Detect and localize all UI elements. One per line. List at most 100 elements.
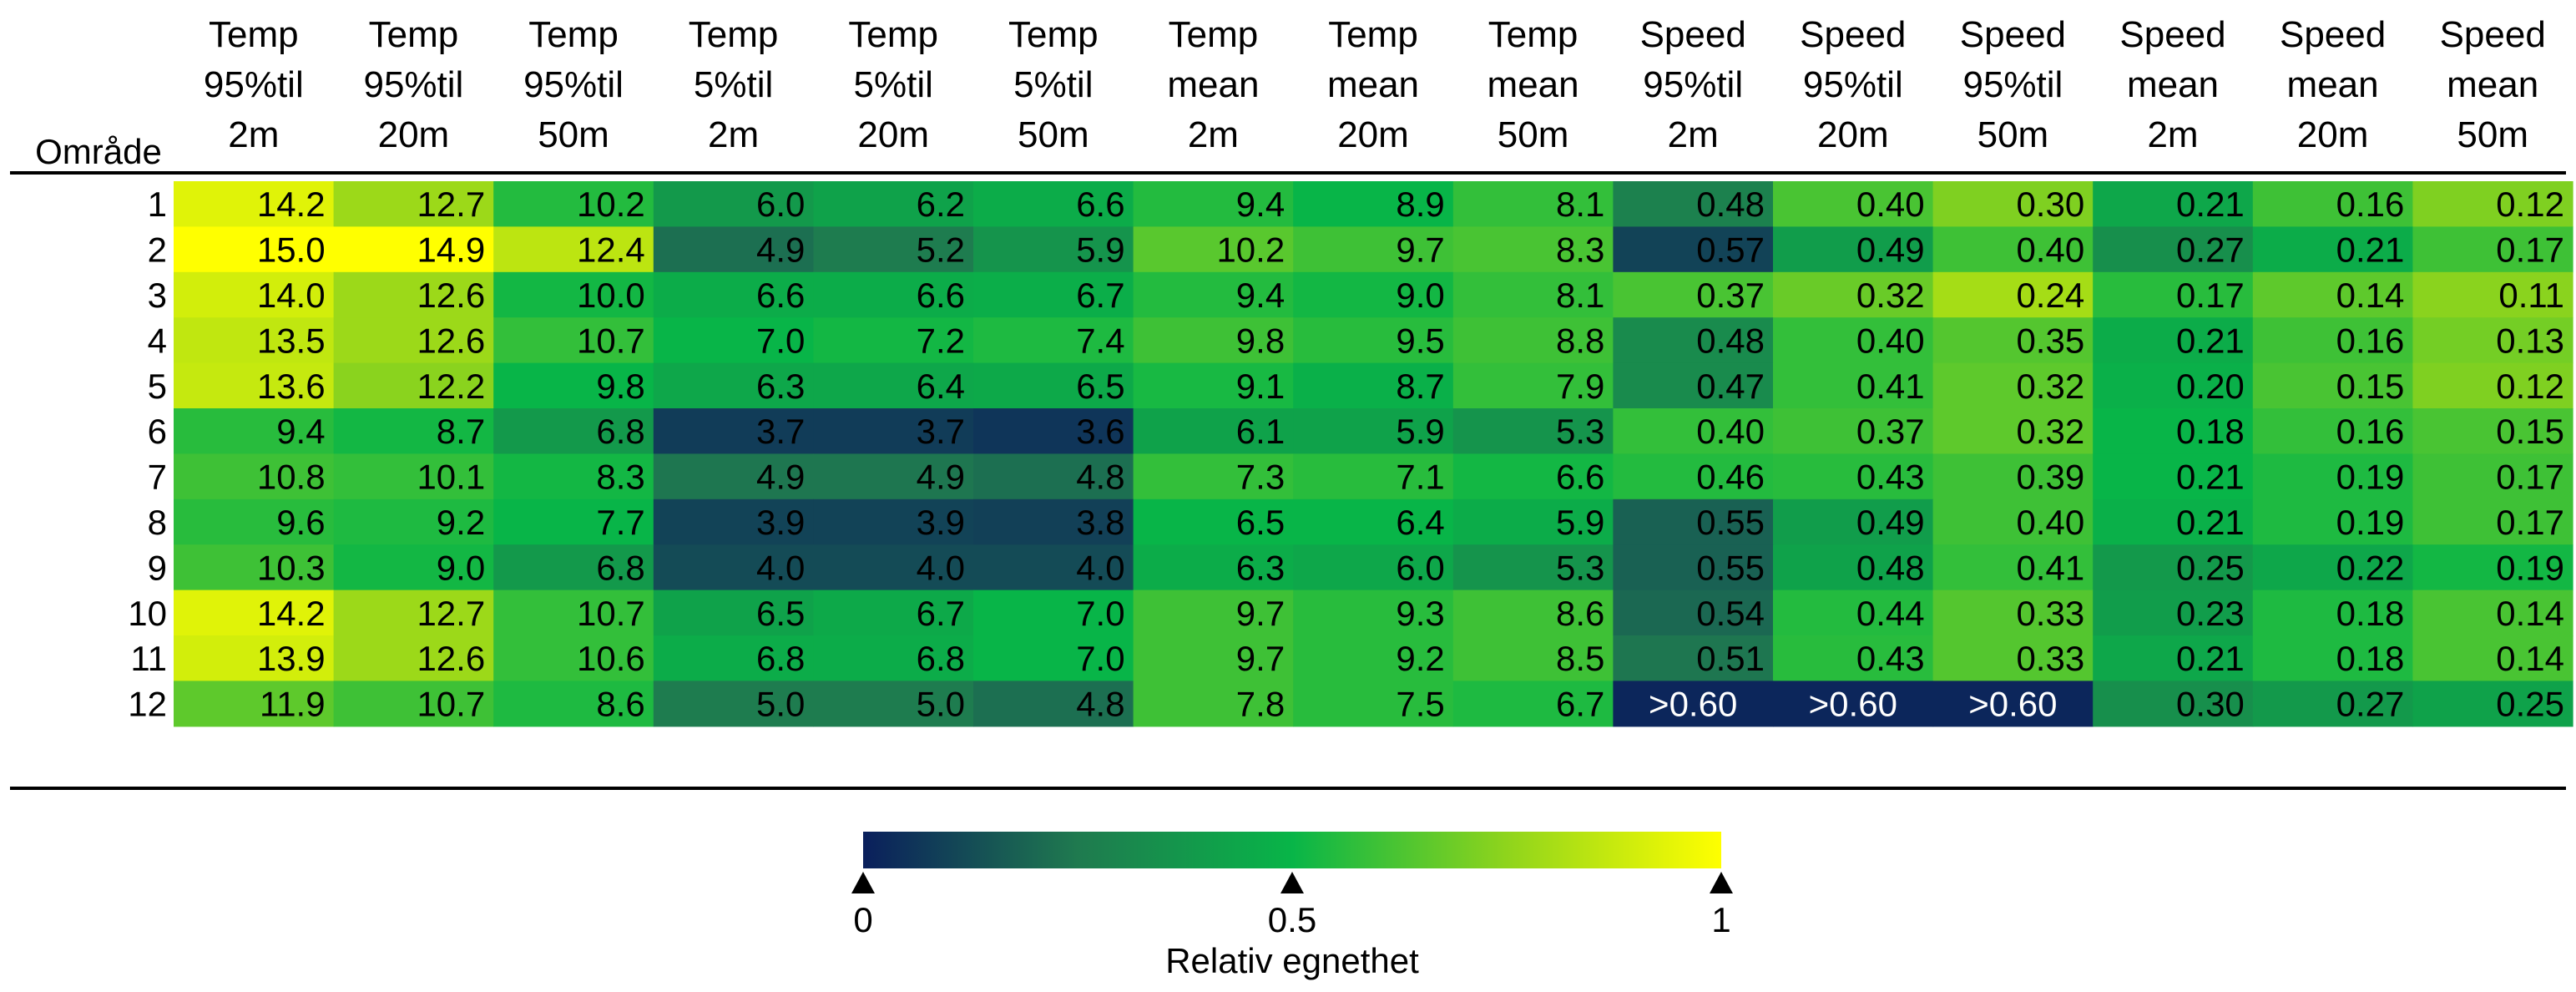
cell-value: 10.3 [257, 548, 326, 587]
heatmap-cell [1773, 408, 1934, 454]
heatmap-cell [1293, 317, 1454, 364]
cell-value: 6.6 [1076, 185, 1124, 224]
cell-value: 0.39 [2016, 458, 2084, 497]
cell-value: 9.7 [1236, 639, 1285, 678]
heatmap-cell [2093, 681, 2254, 727]
heatmap-cell [1133, 453, 1294, 500]
column-header-text: 50m [2457, 114, 2528, 155]
heatmap-cell [1452, 317, 1614, 364]
cell-value: 10.7 [417, 685, 485, 724]
cell-value: 0.51 [1696, 639, 1765, 678]
column-header-text: Temp [528, 14, 619, 55]
column-header-text: mean [1167, 64, 1259, 105]
heatmap-cell [1613, 271, 1774, 318]
heatmap-cell [333, 362, 494, 409]
row-label: 3 [148, 276, 167, 315]
column-header-text: 20m [1817, 114, 1889, 155]
heatmap-cell [1773, 181, 1934, 227]
cell-value: 9.4 [1236, 276, 1285, 315]
heatmap-cell [2093, 317, 2254, 364]
heatmap-cell [653, 271, 814, 318]
heatmap-cell [1932, 362, 2094, 409]
cell-value: 0.33 [2016, 639, 2084, 678]
heatmap-cell [1133, 544, 1294, 591]
heatmap-cell [2093, 499, 2254, 545]
heatmap-cell [973, 317, 1134, 364]
cell-value: 5.9 [1556, 503, 1604, 542]
heatmap-cell [653, 590, 814, 636]
heatmap-cell [973, 544, 1134, 591]
heatmap-cell [1293, 590, 1454, 636]
heatmap-cell [493, 181, 654, 227]
column-header-text: 2m [2147, 114, 2198, 155]
heatmap-cell [493, 635, 654, 681]
cell-value: 4.0 [1076, 548, 1124, 587]
cell-value: 6.4 [1396, 503, 1444, 542]
cell-value: 8.1 [1556, 276, 1604, 315]
heatmap-cell [1293, 499, 1454, 545]
cell-value: 7.9 [1556, 367, 1604, 406]
heatmap-cell [2093, 226, 2254, 273]
cell-value: 6.6 [1556, 458, 1604, 497]
cell-value: 8.6 [1556, 594, 1604, 633]
cell-value: 9.8 [1236, 321, 1285, 360]
heatmap-cell [653, 681, 814, 727]
heatmap-cell [2412, 499, 2573, 545]
heatmap-cell [973, 408, 1134, 454]
cell-value: 5.0 [917, 685, 965, 724]
cell-value: 7.8 [1236, 685, 1285, 724]
cell-value: 6.6 [756, 276, 805, 315]
column-header-text: Speed [1800, 14, 1906, 55]
cell-value: 0.49 [1856, 230, 1925, 270]
cell-value: 0.47 [1696, 367, 1765, 406]
column-header-text: 2m [708, 114, 759, 155]
heatmap-cell [1773, 226, 1934, 273]
cell-value: 4.9 [756, 458, 805, 497]
heatmap-cell [2252, 181, 2413, 227]
column-header-text: 95%til [204, 64, 304, 105]
cell-value: 0.18 [2176, 412, 2245, 451]
row-header-label: Område [35, 132, 162, 171]
column-header-text: Temp [689, 14, 779, 55]
heatmap-cell [2412, 453, 2573, 500]
cell-value: 0.20 [2176, 367, 2245, 406]
heatmap-cell [333, 499, 494, 545]
cell-value: 0.16 [2336, 412, 2405, 451]
heatmap-cell [2093, 453, 2254, 500]
cell-value: 0.41 [1856, 367, 1925, 406]
heatmap-cell [333, 453, 494, 500]
cell-value: 0.24 [2016, 276, 2084, 315]
heatmap-cell [2252, 544, 2413, 591]
heatmap-cell [1613, 408, 1774, 454]
heatmap-cell [333, 226, 494, 273]
heatmap-cell [1773, 499, 1934, 545]
cell-value: 7.3 [1236, 458, 1285, 497]
heatmap-cell [493, 408, 654, 454]
cell-value: 0.37 [1856, 412, 1925, 451]
heatmap-cell [1932, 635, 2094, 681]
column-header-text: 50m [538, 114, 609, 155]
heatmap-cell [2412, 181, 2573, 227]
heatmap-cell [1452, 226, 1614, 273]
cell-value: 6.1 [1236, 412, 1285, 451]
heatmap-cell [973, 181, 1134, 227]
cell-value: 7.0 [1076, 594, 1124, 633]
column-header-text: Speed [2440, 14, 2546, 55]
column-header-text: 2m [1188, 114, 1239, 155]
cell-value: 4.9 [756, 230, 805, 270]
heatmap-cell [333, 590, 494, 636]
heatmap-cell [2252, 226, 2413, 273]
cell-value: 0.16 [2336, 185, 2405, 224]
cell-value: 6.2 [917, 185, 965, 224]
heatmap-cell [493, 453, 654, 500]
cell-value: 0.22 [2336, 548, 2405, 587]
heatmap-cell [1773, 635, 1934, 681]
heatmap-cell [653, 181, 814, 227]
heatmap-cell [1452, 362, 1614, 409]
heatmap-cell [493, 271, 654, 318]
cell-value: 8.5 [1556, 639, 1604, 678]
heatmap-cell [1452, 635, 1614, 681]
column-header-text: Speed [2119, 14, 2225, 55]
heatmap-cell [174, 362, 335, 409]
